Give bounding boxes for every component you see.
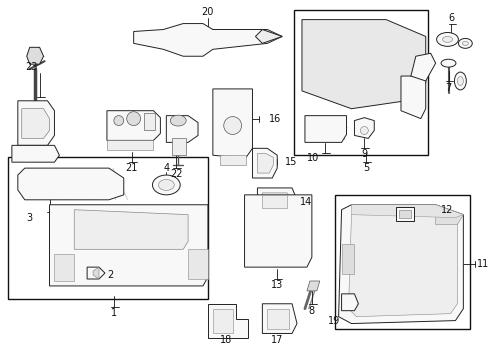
Polygon shape (401, 76, 426, 118)
Polygon shape (93, 267, 99, 279)
Polygon shape (107, 111, 160, 140)
Ellipse shape (152, 175, 180, 195)
Text: 6: 6 (448, 13, 455, 23)
Text: 4: 4 (163, 163, 170, 173)
Polygon shape (339, 205, 464, 324)
Text: 22: 22 (170, 169, 182, 179)
Circle shape (114, 116, 124, 126)
Polygon shape (87, 267, 105, 279)
Polygon shape (166, 116, 198, 142)
Text: 17: 17 (271, 336, 283, 345)
Polygon shape (12, 145, 59, 162)
Text: 13: 13 (271, 280, 283, 290)
Ellipse shape (441, 59, 456, 67)
Text: 19: 19 (328, 316, 341, 325)
Polygon shape (305, 116, 346, 142)
Polygon shape (302, 19, 426, 109)
Text: 18: 18 (220, 336, 232, 345)
Polygon shape (255, 30, 282, 43)
Text: 5: 5 (363, 163, 369, 173)
Polygon shape (262, 304, 297, 333)
Text: 20: 20 (202, 7, 214, 17)
Ellipse shape (463, 41, 468, 45)
Text: 15: 15 (285, 157, 297, 167)
Ellipse shape (158, 180, 174, 190)
Polygon shape (74, 210, 188, 249)
Text: 1: 1 (111, 308, 117, 318)
Polygon shape (172, 138, 186, 155)
Text: 8: 8 (309, 306, 315, 316)
Polygon shape (342, 244, 354, 274)
Polygon shape (245, 195, 312, 267)
Ellipse shape (454, 72, 466, 90)
Polygon shape (262, 195, 287, 208)
Bar (294, 10, 428, 155)
Bar (144, 113, 155, 130)
Text: 3: 3 (26, 213, 33, 222)
Ellipse shape (457, 77, 464, 85)
Polygon shape (22, 109, 49, 138)
Bar (399, 210, 411, 218)
Polygon shape (208, 304, 247, 338)
Polygon shape (252, 148, 277, 178)
Text: 7: 7 (445, 83, 452, 93)
Polygon shape (27, 47, 44, 64)
Polygon shape (257, 153, 273, 173)
Ellipse shape (437, 32, 459, 46)
Bar (335, 195, 470, 329)
Circle shape (224, 117, 242, 134)
Text: 14: 14 (300, 197, 312, 207)
Ellipse shape (171, 115, 186, 126)
Polygon shape (18, 101, 54, 145)
Text: 2: 2 (107, 270, 113, 280)
Polygon shape (262, 193, 290, 205)
Text: 10: 10 (307, 153, 319, 163)
Polygon shape (188, 249, 208, 279)
Bar (8, 157, 208, 299)
Polygon shape (220, 155, 245, 165)
Polygon shape (411, 53, 436, 81)
Polygon shape (342, 294, 358, 311)
Text: 9: 9 (361, 149, 368, 159)
Text: 11: 11 (477, 259, 490, 269)
Polygon shape (213, 89, 252, 158)
Circle shape (127, 112, 141, 126)
Bar (213, 309, 233, 333)
Polygon shape (307, 281, 320, 291)
Text: 12: 12 (441, 205, 453, 215)
Ellipse shape (459, 39, 472, 48)
Text: 23: 23 (25, 62, 38, 72)
Polygon shape (134, 23, 282, 56)
Polygon shape (54, 254, 74, 281)
Polygon shape (257, 188, 297, 210)
Polygon shape (18, 168, 124, 200)
Polygon shape (436, 205, 464, 225)
Polygon shape (351, 205, 464, 218)
Text: 21: 21 (125, 163, 138, 173)
Polygon shape (49, 205, 208, 286)
Bar (396, 207, 414, 221)
Circle shape (360, 126, 368, 134)
Polygon shape (107, 140, 153, 150)
Text: 16: 16 (270, 114, 282, 123)
Polygon shape (348, 214, 457, 317)
Ellipse shape (442, 36, 452, 42)
Bar (268, 309, 289, 329)
Polygon shape (354, 118, 374, 138)
